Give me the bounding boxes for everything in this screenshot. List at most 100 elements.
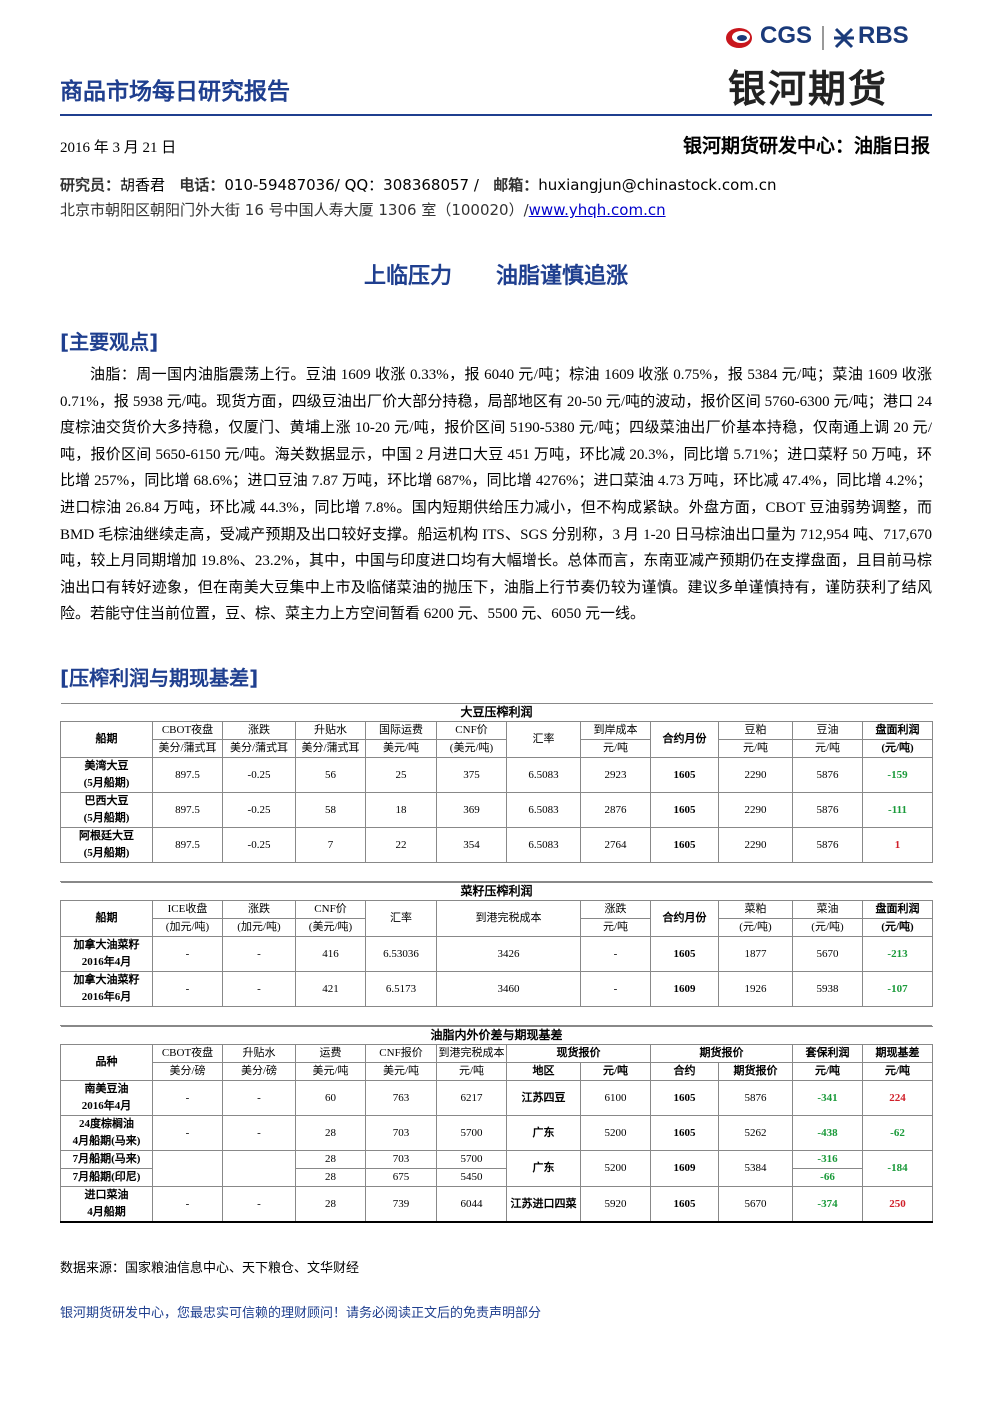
cell: 5384 <box>718 1150 793 1187</box>
column-header: 合约月份 <box>650 900 719 937</box>
table-title: 油脂内外价差与期现基差 <box>60 1026 933 1045</box>
column-unit: 元/吨 <box>580 1062 651 1081</box>
cell: 375 <box>436 757 507 793</box>
column-unit: 元/吨 <box>861 1062 934 1081</box>
headline-part: 油脂谨慎追涨 <box>496 264 629 289</box>
cell: 416 <box>295 936 366 972</box>
column-header: CNF价 <box>436 721 507 740</box>
column-unit: (美元/吨) <box>295 918 366 937</box>
cell: 58 <box>295 792 366 828</box>
cell: 60 <box>295 1080 366 1116</box>
column-unit: 合约 <box>650 1062 719 1081</box>
column-header: 升贴水 <box>295 721 366 740</box>
row-name: 加拿大油菜籽 2016年4月 <box>60 936 153 972</box>
column-header: 到岸成本 <box>580 721 651 740</box>
cell: 2290 <box>718 757 793 793</box>
cell: 5700 <box>436 1150 507 1169</box>
cell: 5876 <box>792 757 863 793</box>
report-name: 银河期货研发中心：油脂日报 <box>682 135 930 157</box>
column-header: 涨跌 <box>580 900 651 919</box>
column-unit: (加元/吨) <box>152 918 223 937</box>
column-header: 套保利润 <box>792 1044 863 1063</box>
cell: - <box>580 936 651 972</box>
column-unit: 地区 <box>506 1062 581 1081</box>
row-name-main: 加拿大油菜籽 <box>73 939 140 951</box>
data-row: 24度棕榈油 4月船期(马来) - -28 703 5700 广东 5200 1605 5262-… <box>60 1115 934 1151</box>
header-row: 船期 CBOT夜盘 涨跌 升贴水 国际运费 CNF价 汇率 到岸成本 合约月份 豆粕 豆油 盘面利润 <box>60 721 934 758</box>
column-header: 船期 <box>60 900 153 937</box>
data-table: 大豆压榨利润 船期 CBOT夜盘 涨跌 升贴水 国际运费 CNF价 汇率 到岸成本 合约月份 豆粕豆… <box>60 703 934 863</box>
cell: 1609 <box>650 971 719 1007</box>
cell: 897.5 <box>152 757 223 793</box>
logo-rbs: RBS <box>858 22 909 49</box>
cell: 1605 <box>650 792 719 828</box>
cell: 421 <box>295 971 366 1007</box>
cell: 6044 <box>436 1186 507 1223</box>
cell: 3426 <box>436 936 581 972</box>
cell: 763 <box>365 1080 437 1116</box>
cell: - <box>152 1115 223 1151</box>
row-name-sub: 2016年4月 <box>81 1100 132 1112</box>
cell: - <box>222 1080 296 1116</box>
cell: -341 <box>792 1080 863 1116</box>
report-series-title: 商品市场每日研究报告 <box>60 79 290 105</box>
table-spacer <box>60 863 932 882</box>
cell: 897.5 <box>152 827 223 863</box>
column-unit: 美元/吨 <box>365 739 437 758</box>
table-title: 菜籽压榨利润 <box>60 882 933 901</box>
logo-divider <box>822 26 824 50</box>
researcher: 胡香君 <box>120 176 166 194</box>
cell: 2923 <box>580 757 651 793</box>
column-unit: 元/吨 <box>580 918 651 937</box>
headline-part: 上临压力 <box>363 264 452 289</box>
column-header: 期现基差 <box>861 1044 934 1063</box>
cell: 739 <box>365 1186 437 1223</box>
column-unit: 美分/磅 <box>222 1062 296 1081</box>
column-header: 豆粕 <box>718 721 793 740</box>
cell: 1926 <box>718 971 793 1007</box>
cell: 5200 <box>580 1115 651 1151</box>
cell: 22 <box>365 827 437 863</box>
cell: 675 <box>365 1168 437 1187</box>
cell: 2290 <box>718 827 793 863</box>
cell: 6100 <box>580 1080 651 1116</box>
column-header: CNF价 <box>295 900 366 919</box>
column-header: 船期 <box>60 721 153 758</box>
row-name: 阿根廷大豆 (5月船期) <box>60 827 153 863</box>
column-header: CBOT夜盘 <box>152 1044 223 1063</box>
cell: 广东 <box>506 1150 581 1187</box>
header-row: 船期 ICE收盘 涨跌 CNF价 汇率 到港完税成本 涨跌 合约月份 菜粕 菜油 盘面利润 <box>60 900 933 937</box>
cell: 6.5083 <box>506 827 581 863</box>
cell: 25 <box>365 757 437 793</box>
data-row: 7月船期(印尼) 28 675 5450 -66 <box>60 1168 933 1187</box>
column-header: 豆油 <box>792 721 863 740</box>
cell: 6.53036 <box>365 936 437 972</box>
cell: -159 <box>861 757 934 793</box>
row-name-sub: (5月船期) <box>83 812 130 824</box>
column-unit: (元/吨) <box>792 918 863 937</box>
cell: -438 <box>792 1115 863 1151</box>
column-header: 汇率 <box>365 900 437 937</box>
report-date: 2016 年 3 月 21 日 <box>60 140 177 156</box>
column-header: 合约月份 <box>650 721 719 758</box>
logo-cgs: CGS <box>760 22 813 49</box>
column-unit: 美元/吨 <box>365 1062 437 1081</box>
cell: 江苏四豆 <box>506 1080 581 1116</box>
column-unit: (元/吨) <box>718 918 793 937</box>
row-name-sub: (5月船期) <box>83 777 130 789</box>
cell: -107 <box>862 971 933 1007</box>
cell: - <box>580 971 651 1007</box>
cell: -62 <box>861 1115 934 1151</box>
header-rule <box>60 114 932 116</box>
website-link[interactable]: www.yhqh.com.cn <box>528 201 666 219</box>
table-title: 大豆压榨利润 <box>60 703 933 722</box>
column-header: 品种 <box>60 1044 153 1081</box>
data-row: 阿根廷大豆 (5月船期) 897.5 -0.25 7 22 354 6.5083 2764 160… <box>60 827 934 863</box>
contact-line: 研究员：胡香君 电话：010-59487036/ QQ：308368057 / … <box>60 174 776 195</box>
header-row: 品种 CBOT夜盘 升贴水 运费 CNF报价 到港完税成本 现货报价 期货报价 套保利润 期现基差 <box>60 1044 934 1081</box>
row-name: 美湾大豆 (5月船期) <box>60 757 153 793</box>
cell: -0.25 <box>222 827 296 863</box>
cell: -374 <box>792 1186 863 1223</box>
column-header: 到港完税成本 <box>436 900 581 937</box>
column-unit: 元/吨 <box>718 739 793 758</box>
